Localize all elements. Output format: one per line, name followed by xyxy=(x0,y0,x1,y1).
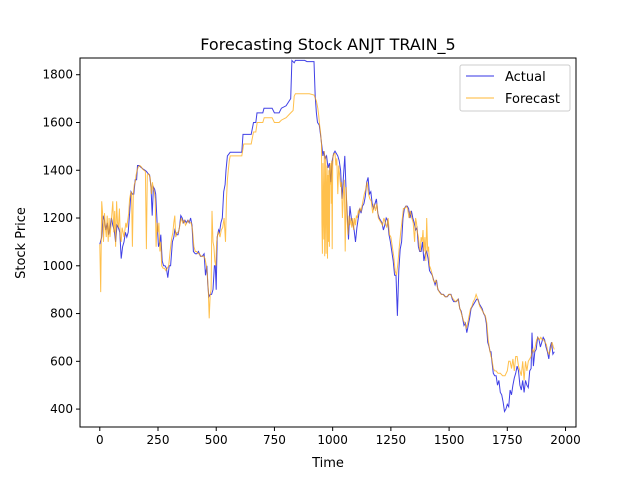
y-tick-label: 1600 xyxy=(42,115,73,129)
x-tick-label: 1500 xyxy=(434,433,465,447)
y-tick-label: 1000 xyxy=(42,259,73,273)
y-tick-label: 1800 xyxy=(42,68,73,82)
series-line-forecast xyxy=(99,93,555,381)
y-tick-label: 1400 xyxy=(42,163,73,177)
y-tick-label: 800 xyxy=(50,307,73,321)
plot-frame xyxy=(79,57,577,428)
x-tick-label: 2000 xyxy=(550,433,581,447)
x-tick-label: 250 xyxy=(147,433,170,447)
y-tick-label: 600 xyxy=(50,354,73,368)
y-tick-label: 400 xyxy=(50,402,73,416)
x-axis-label: Time xyxy=(311,456,344,471)
y-tick-label: 1200 xyxy=(42,211,73,225)
x-tick-label: 500 xyxy=(205,433,228,447)
x-tick-label: 1750 xyxy=(492,433,523,447)
legend-label-forecast: Forecast xyxy=(505,92,560,107)
x-tick-label: 0 xyxy=(96,433,104,447)
x-tick-label: 750 xyxy=(263,433,286,447)
x-axis-ticks: 0 250 500 750 1000 1250 1500 1750 2000 xyxy=(96,427,581,447)
x-tick-label: 1000 xyxy=(317,433,348,447)
y-axis-label: Stock Price xyxy=(14,207,29,279)
chart-title: Forecasting Stock ANJT TRAIN_5 xyxy=(200,35,455,55)
y-axis-ticks: 400 600 800 1000 1200 1400 1600 1800 xyxy=(42,68,80,416)
series-layer xyxy=(99,59,555,413)
legend-label-actual: Actual xyxy=(505,70,546,85)
legend: Actual Forecast xyxy=(459,64,571,112)
x-tick-label: 1250 xyxy=(376,433,407,447)
